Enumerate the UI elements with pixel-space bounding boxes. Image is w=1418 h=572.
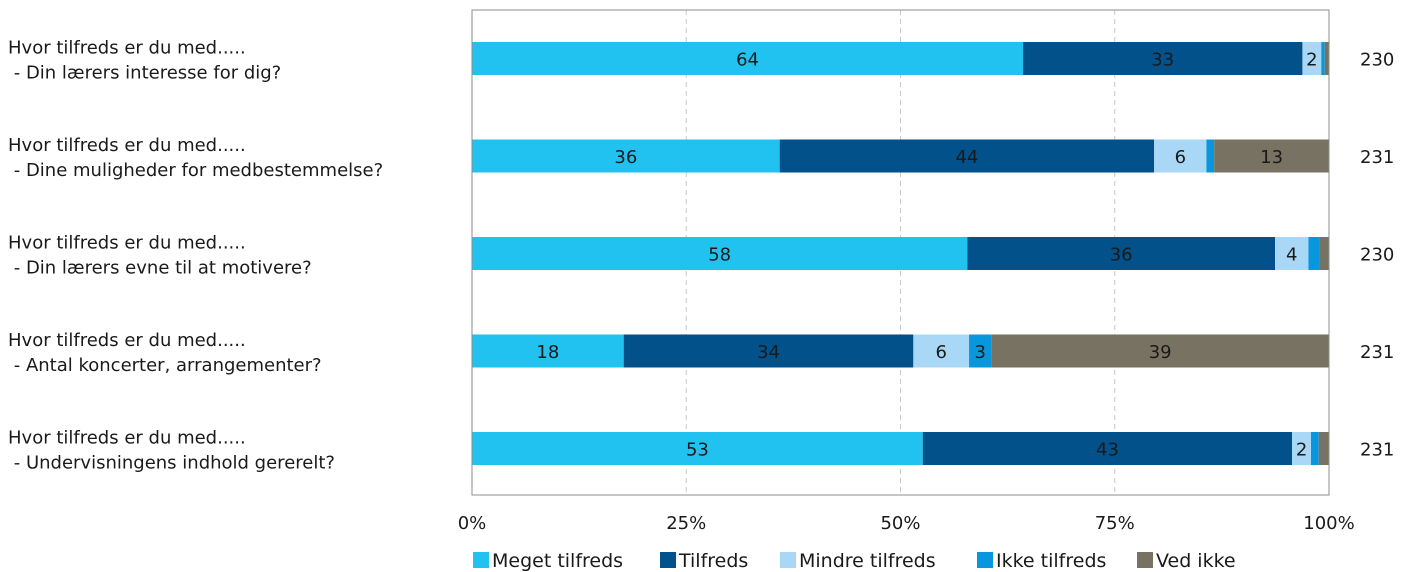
bar-segment (1302, 42, 1322, 75)
data-label: 36 (614, 147, 637, 168)
bar-segment (623, 334, 914, 368)
bars-layer: 64 33 2 36 44 6 13 58 36 4 18 34 6 3 39 53 43 2 (472, 42, 1329, 465)
legend-swatch (660, 552, 676, 568)
bar-segment (991, 334, 1329, 368)
data-label: 4 (1286, 245, 1297, 266)
bar-segment (967, 237, 1276, 270)
legend-swatch (780, 552, 796, 568)
bar-segment (1206, 139, 1215, 173)
bar-segment (969, 334, 992, 368)
x-tick-label: 0% (458, 513, 487, 534)
respondent-count: 231 (1360, 342, 1394, 363)
bar-segment (472, 334, 624, 368)
data-label: 6 (935, 342, 946, 363)
category-label: Hvor tilfreds er du med..... - Din lærer… (8, 38, 281, 84)
category-label: Hvor tilfreds er du med..... - Dine muli… (8, 135, 383, 181)
data-label: 13 (1260, 147, 1283, 168)
legend-label: Ved ikke (1156, 550, 1236, 572)
respondent-counts: 230 231 230 231 231 (1360, 50, 1394, 461)
bar-segment (1319, 237, 1329, 270)
bar-segment (1324, 42, 1329, 75)
bar-segment (472, 432, 923, 465)
data-label: 36 (1110, 245, 1133, 266)
respondent-count: 230 (1360, 50, 1394, 71)
category-label: Hvor tilfreds er du med..... - Antal kon… (8, 330, 322, 376)
category-label: Hvor tilfreds er du med..... - Din lærer… (8, 233, 312, 279)
data-label: 64 (736, 50, 759, 71)
data-label: 39 (1149, 342, 1172, 363)
plot-area-border (471, 9, 1330, 496)
legend-swatch (977, 552, 993, 568)
x-axis-ticks: 0% 25% 50% 75% 100% (458, 513, 1355, 534)
data-label: 2 (1296, 440, 1307, 461)
bar-segment (472, 42, 1024, 75)
bar-segment (1311, 432, 1319, 465)
bar-segment (1275, 237, 1309, 270)
legend-label: Meget tilfreds (492, 550, 623, 572)
data-label: 18 (536, 342, 559, 363)
legend-swatch (473, 552, 489, 568)
category-label: Hvor tilfreds er du med..... - Undervisn… (8, 428, 335, 474)
data-label: 58 (708, 245, 731, 266)
data-label: 33 (1151, 50, 1174, 71)
bar-segment (1023, 42, 1303, 75)
legend: Meget tilfreds Tilfreds Mindre tilfreds Ikk… (473, 550, 1236, 572)
legend-label: Tilfreds (678, 550, 748, 572)
respondent-count: 231 (1360, 440, 1394, 461)
bar-segment (1308, 237, 1320, 270)
bar-segment (472, 237, 968, 270)
bar-segment (1318, 432, 1329, 465)
bar-segment (1214, 139, 1329, 173)
data-label: 3 (974, 342, 985, 363)
bar-segment (1154, 139, 1207, 173)
bar-segment (472, 139, 780, 173)
data-label: 6 (1175, 147, 1186, 168)
legend-label: Mindre tilfreds (799, 550, 936, 572)
data-label: 44 (955, 147, 978, 168)
bar-segment (1292, 432, 1312, 465)
bar-segment (922, 432, 1293, 465)
category-labels: Hvor tilfreds er du med..... - Din lærer… (8, 38, 383, 474)
data-label: 34 (757, 342, 780, 363)
x-tick-label: 75% (1095, 513, 1135, 534)
bar-segment (779, 139, 1155, 173)
bar-segment (1321, 42, 1325, 75)
x-tick-label: 25% (666, 513, 706, 534)
respondent-count: 230 (1360, 245, 1394, 266)
bar-segment (913, 334, 970, 368)
data-label: 53 (686, 440, 709, 461)
legend-swatch (1137, 552, 1153, 568)
x-tick-label: 100% (1303, 513, 1354, 534)
respondent-count: 231 (1360, 147, 1394, 168)
x-tick-label: 50% (880, 513, 920, 534)
data-label: 43 (1096, 440, 1119, 461)
data-label: 2 (1306, 50, 1317, 71)
legend-label: Ikke tilfreds (996, 550, 1106, 572)
